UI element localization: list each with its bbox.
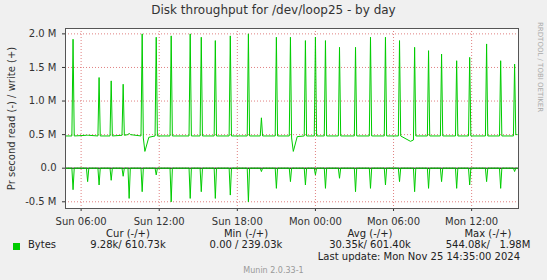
html-text:RRDTOOL / TOBI OETIKER: RRDTOOL / TOBI OETIKER	[536, 22, 544, 113]
html-text:544.08k/ 1.98M: 544.08k/ 1.98M	[445, 239, 531, 250]
svg-text:0.5 M: 0.5 M	[29, 129, 57, 140]
html-text:0.00 / 239.03k: 0.00 / 239.03k	[209, 239, 283, 250]
svg-text:Mon 06:00: Mon 06:00	[367, 216, 420, 227]
svg-text:Pr second read (-) / write (+): Pr second read (-) / write (+)	[6, 47, 17, 190]
svg-text:-0.5 M: -0.5 M	[25, 196, 56, 207]
html-text:Max (-/+): Max (-/+)	[464, 228, 512, 239]
html-text:30.35k/ 601.40k: 30.35k/ 601.40k	[329, 239, 411, 250]
html-text:Cur (-/+): Cur (-/+)	[106, 228, 150, 239]
svg-text:Mon 00:00: Mon 00:00	[289, 216, 342, 227]
html-text:Munin 2.0.33-1: Munin 2.0.33-1	[243, 266, 304, 275]
svg-text:2.0 M: 2.0 M	[29, 28, 57, 39]
html-text:Min (-/+): Min (-/+)	[224, 228, 268, 239]
svg-text:1.5 M: 1.5 M	[29, 62, 57, 73]
svg-text:Mon 12:00: Mon 12:00	[445, 216, 498, 227]
html-text:Last update: Mon Nov 25 14:35:: Last update: Mon Nov 25 14:35:00 2024	[317, 251, 520, 262]
svg-text:0.0: 0.0	[41, 162, 57, 173]
html-text:Disk throughput for /dev/loop2: Disk throughput for /dev/loop25 - by day	[151, 3, 396, 17]
svg-text:Sun 12:00: Sun 12:00	[134, 216, 185, 227]
svg-text:Sun 18:00: Sun 18:00	[212, 216, 263, 227]
svg-text:1.0 M: 1.0 M	[29, 95, 57, 106]
html-text:Avg (-/+): Avg (-/+)	[347, 228, 393, 239]
html-text:Bytes: Bytes	[28, 239, 57, 250]
svg-text:Sun 06:00: Sun 06:00	[56, 216, 107, 227]
html-text:9.28k/ 610.73k: 9.28k/ 610.73k	[90, 239, 166, 250]
